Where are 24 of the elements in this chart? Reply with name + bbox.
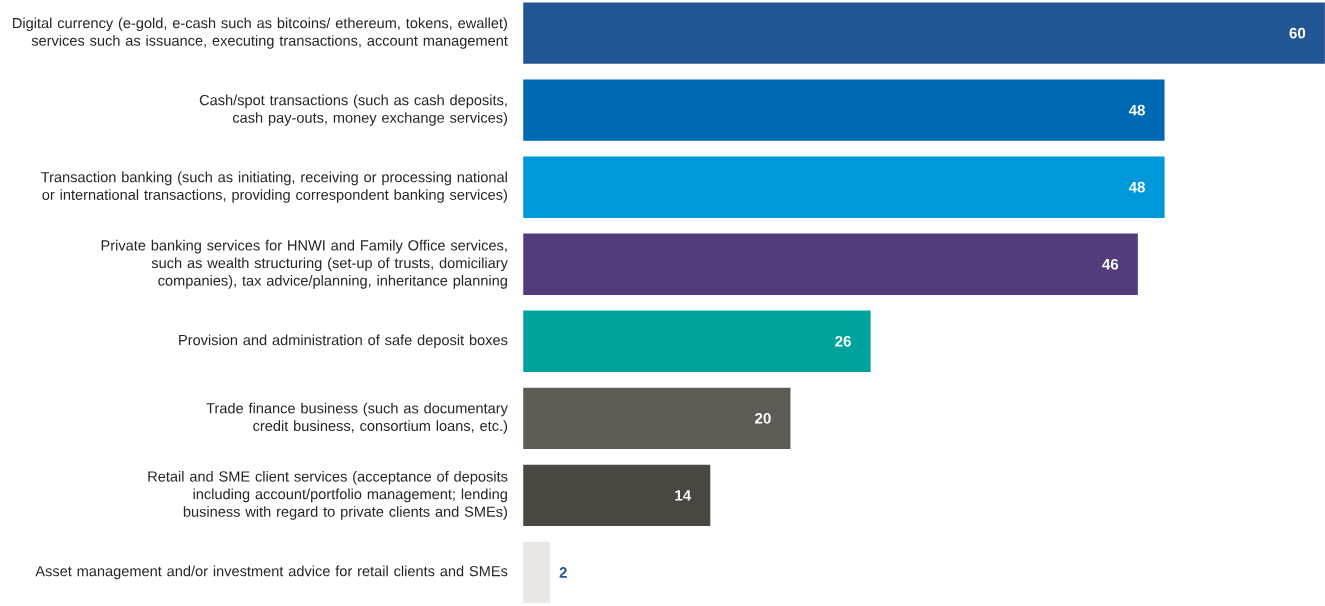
bar — [523, 79, 1165, 142]
data-label: 60 — [1289, 28, 1306, 39]
bar — [523, 2, 1325, 65]
y-tick-label: Trade finance business (such as documentary credit business, consortium loans, etc.) — [206, 402, 508, 435]
y-tick-label: Digital currency (e-gold, e-cash such as bitcoins/ ethereum, tokens, ewallet) services such as issuance, executing transactions, account management — [13, 17, 508, 49]
bar — [523, 310, 871, 373]
bar — [523, 464, 711, 527]
y-tick-label: Provision and administration of safe deposit boxes — [179, 334, 508, 349]
bar — [523, 233, 1138, 296]
data-label: 2 — [559, 567, 567, 578]
data-label: 48 — [1128, 105, 1145, 116]
data-label: 14 — [675, 490, 692, 501]
y-tick-label: Asset management and/or investment advice for retail clients and SMEs — [35, 565, 508, 580]
data-label: 20 — [755, 413, 771, 424]
y-tick-label: Cash/spot transactions (such as cash deposits, cash pay-outs, money exchange services) — [199, 94, 508, 126]
y-tick-label: Private banking services for HNWI and Family Office services, such as wealth structuring (set-up of trusts, domiciliary companies), tax advice/planning, inheritance planning — [101, 240, 508, 289]
y-tick-label: Transaction banking (such as initiating, receiving or processing national or international transactions, providing correspondent banking services) — [41, 171, 507, 204]
bar — [523, 387, 791, 450]
data-label: 46 — [1102, 259, 1119, 270]
bar — [523, 156, 1165, 219]
bar — [523, 541, 550, 604]
y-tick-label: Retail and SME client services (acceptance of deposits including account/portfolio management; lending business with regard to private clients and SMEs) — [148, 471, 508, 520]
data-label: 26 — [835, 336, 851, 347]
data-label: 48 — [1128, 182, 1145, 193]
